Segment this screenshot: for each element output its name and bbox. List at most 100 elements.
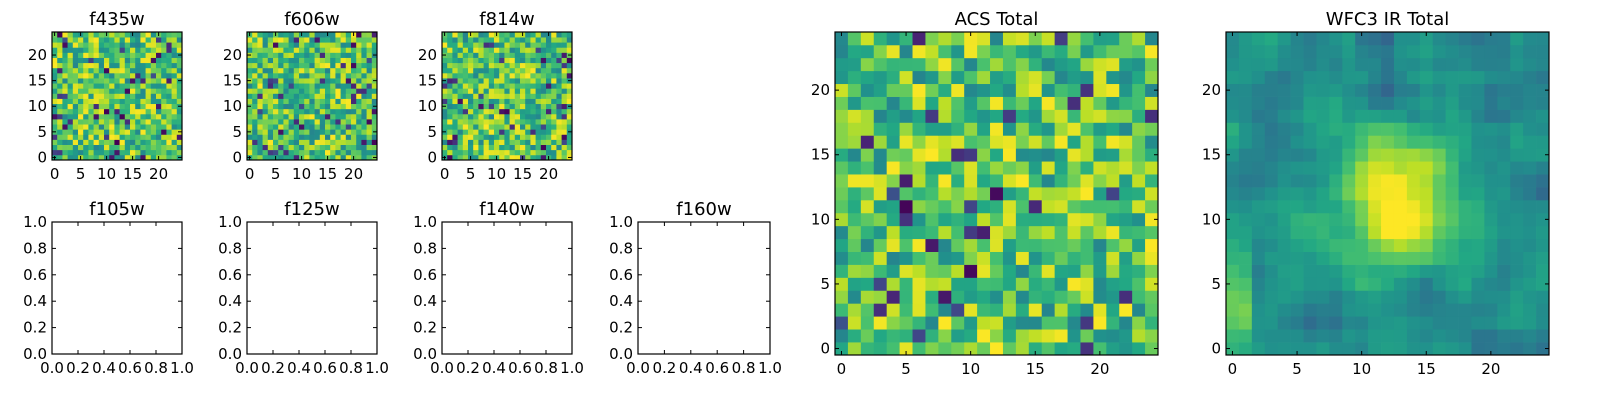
heatmap-cell <box>83 154 89 161</box>
heatmap-cell <box>938 199 952 214</box>
heatmap-cell <box>1132 32 1146 46</box>
heatmap-cell <box>135 67 141 74</box>
heatmap-cell <box>1132 251 1146 265</box>
heatmap-cell <box>52 134 58 140</box>
heatmap-cell <box>267 154 274 161</box>
heatmap-cell <box>1419 148 1434 162</box>
heatmap-cell <box>530 52 536 58</box>
heatmap-cell <box>473 134 479 140</box>
heatmap-cell <box>1106 251 1120 265</box>
heatmap-cell <box>1393 329 1408 343</box>
heatmap-cell <box>514 144 521 151</box>
heatmap-cell <box>540 78 547 84</box>
heatmap-cell <box>1393 251 1408 265</box>
heatmap-cell <box>299 103 305 110</box>
heatmap-cell <box>535 93 542 99</box>
heatmap-cell <box>1316 251 1330 265</box>
heatmap-cell <box>912 225 926 240</box>
heatmap-cell <box>104 129 110 135</box>
heatmap-cell <box>78 144 84 151</box>
heatmap-cell <box>530 93 536 99</box>
heatmap-cell <box>319 113 326 120</box>
heatmap-cell <box>304 154 310 161</box>
heatmap-cell <box>166 103 172 110</box>
heatmap-cell <box>494 83 500 89</box>
heatmap-cell <box>551 62 557 69</box>
heatmap-cell <box>83 32 89 38</box>
heatmap-cell <box>257 62 263 69</box>
heatmap-cell <box>899 44 913 59</box>
heatmap-cell <box>964 174 978 188</box>
heatmap-cell <box>530 129 536 135</box>
heatmap-cell <box>150 113 157 120</box>
heatmap-cell <box>473 113 479 120</box>
heatmap-cell <box>473 78 479 84</box>
heatmap-cell <box>119 124 126 130</box>
heatmap-cell <box>247 139 253 145</box>
heatmap-cell <box>257 113 263 120</box>
heatmap-cell <box>1381 342 1395 356</box>
heatmap-cell <box>990 303 1004 317</box>
heatmap-cell <box>299 129 305 135</box>
heatmap-cell <box>1028 316 1043 330</box>
heatmap-cell <box>860 225 875 240</box>
heatmap-cell <box>442 42 448 48</box>
heatmap-cell <box>452 67 458 74</box>
heatmap-cell <box>262 88 269 94</box>
heatmap-cell <box>293 149 300 156</box>
heatmap-cell <box>345 62 352 69</box>
heatmap-cell <box>504 98 510 105</box>
heatmap-cell <box>442 149 448 156</box>
heatmap-cell <box>1119 70 1133 85</box>
heatmap-cell <box>1002 238 1017 252</box>
heatmap-cell <box>468 42 474 48</box>
heatmap-cell <box>1080 316 1094 330</box>
heatmap-cell <box>366 88 373 94</box>
heatmap-cell <box>1145 148 1159 162</box>
heatmap-cell <box>257 37 263 43</box>
heatmap-cell <box>109 144 115 151</box>
heatmap-cell <box>335 52 341 58</box>
heatmap-cell <box>109 129 115 135</box>
heatmap-cell <box>262 124 269 130</box>
heatmap-cell <box>1458 277 1472 291</box>
heatmap-cell <box>98 72 105 79</box>
heatmap-cell <box>325 83 331 89</box>
heatmap-cell <box>104 93 110 99</box>
heatmap-cell <box>109 134 115 140</box>
heatmap-cell <box>551 124 557 130</box>
x-tick-label: 0 <box>837 360 847 378</box>
heatmap-cell <box>1342 251 1356 265</box>
heatmap-cell <box>1393 290 1408 304</box>
heatmap-cell <box>530 154 536 161</box>
heatmap-cell <box>1080 264 1094 278</box>
heatmap-cell <box>366 113 373 120</box>
heatmap-cell <box>145 144 152 151</box>
heatmap-cell <box>912 83 926 97</box>
heatmap-cell <box>457 134 464 140</box>
heatmap-cell <box>176 62 183 69</box>
heatmap-cell <box>52 83 58 89</box>
heatmap-cell <box>483 113 490 120</box>
heatmap-cell <box>912 44 926 59</box>
heatmap-cell <box>847 290 862 304</box>
heatmap-cell <box>886 96 900 110</box>
heatmap-cell <box>314 83 321 89</box>
heatmap-cell <box>119 67 126 74</box>
heatmap-cell <box>135 113 141 120</box>
heatmap-cell <box>499 154 505 161</box>
heatmap-cell <box>1393 161 1408 175</box>
y-tick-label: 15 <box>418 72 437 90</box>
heatmap-cell <box>499 113 505 120</box>
heatmap-cell <box>447 119 453 125</box>
heatmap-cell <box>912 251 926 265</box>
heatmap-cell <box>873 212 888 227</box>
heatmap-cell <box>540 124 547 130</box>
heatmap-cell <box>1041 290 1055 304</box>
heatmap-cell <box>1028 277 1043 291</box>
heatmap-cell <box>561 113 568 120</box>
heatmap-cell <box>67 124 74 130</box>
heatmap-cell <box>150 57 157 64</box>
heatmap-cell <box>1264 161 1279 175</box>
